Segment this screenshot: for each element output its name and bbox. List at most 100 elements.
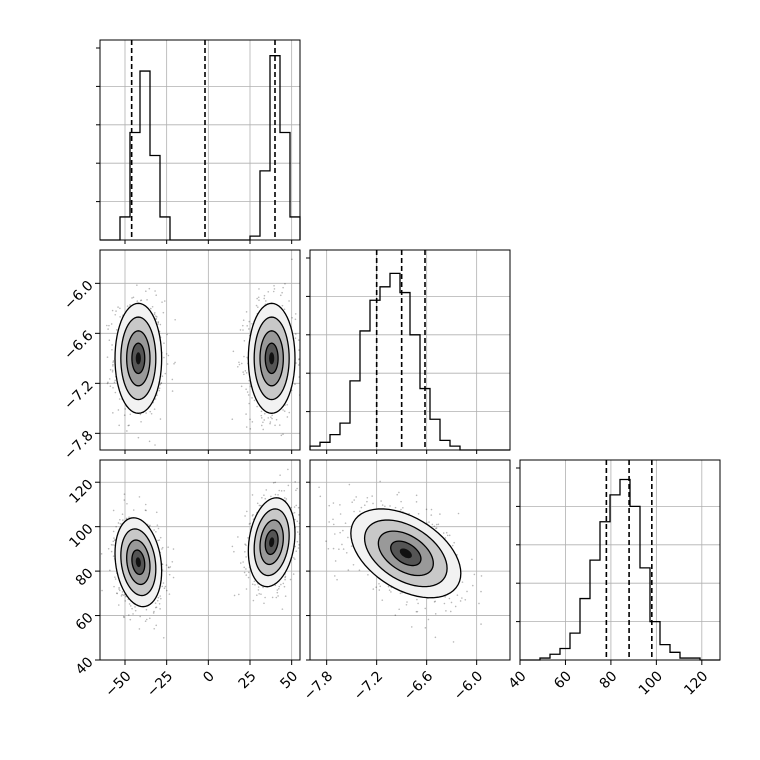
sample-point: [245, 588, 248, 590]
sample-point: [283, 308, 286, 311]
sample-point: [145, 618, 148, 621]
sample-point: [153, 529, 155, 531]
sample-point: [402, 506, 404, 509]
sample-point: [126, 430, 128, 432]
sample-point: [278, 585, 281, 588]
sample-point: [156, 524, 159, 526]
sample-point: [111, 370, 114, 373]
sample-point: [136, 284, 138, 286]
sample-point: [111, 309, 114, 312]
sample-point: [297, 506, 300, 509]
sample-point: [445, 610, 447, 612]
sample-point: [243, 566, 246, 569]
sample-point: [381, 504, 384, 506]
contour-line: [377, 530, 434, 577]
sample-point: [134, 606, 136, 608]
sample-point: [328, 504, 330, 507]
sample-point: [258, 592, 261, 595]
sample-point: [287, 468, 289, 471]
sample-point: [237, 536, 239, 538]
sample-point: [253, 399, 256, 402]
sample-point: [109, 368, 112, 371]
sample-point: [119, 479, 121, 481]
sample-point: [417, 512, 420, 515]
sample-point: [445, 531, 448, 534]
sample-point: [290, 506, 292, 509]
sample-point: [263, 419, 266, 421]
sample-point: [417, 602, 419, 605]
sample-point: [155, 530, 157, 533]
sample-point: [273, 288, 276, 290]
sample-point: [257, 589, 260, 591]
sample-point: [405, 603, 408, 606]
sample-point: [160, 597, 162, 600]
sample-point: [415, 501, 418, 503]
sample-point: [154, 444, 156, 446]
density-fill: [135, 557, 141, 568]
sample-point: [165, 353, 168, 355]
sample-point: [398, 491, 400, 494]
sample-point: [257, 586, 260, 588]
sample-point: [121, 591, 124, 593]
sample-point: [144, 509, 147, 511]
sample-point: [446, 534, 449, 537]
sample-point: [243, 571, 246, 574]
sample-point: [109, 569, 111, 572]
sample-point: [168, 593, 171, 595]
sample-point: [272, 290, 275, 293]
sample-point: [247, 394, 250, 396]
sample-point: [291, 316, 293, 319]
sample-point: [260, 410, 263, 413]
sample-point: [270, 495, 272, 498]
sample-point: [276, 589, 279, 591]
sample-point: [157, 539, 159, 542]
x-tick-label: −25: [144, 668, 176, 700]
sample-point: [240, 362, 243, 365]
sample-point: [406, 601, 408, 603]
sample-point: [110, 543, 113, 546]
sample-point: [169, 566, 172, 568]
sample-point: [433, 601, 436, 603]
sample-point: [114, 539, 116, 542]
sample-point: [116, 592, 118, 595]
sample-point: [278, 489, 281, 492]
sample-point: [110, 550, 113, 553]
sample-point: [332, 523, 335, 526]
sample-point: [119, 518, 121, 521]
sample-point: [117, 522, 120, 524]
sample-point: [294, 481, 296, 483]
y-tick-label: −6.0: [61, 278, 96, 313]
x-tick-label: 40: [506, 668, 530, 692]
sample-point: [431, 523, 434, 526]
sample-point: [325, 540, 327, 543]
sample-point: [159, 536, 162, 539]
sample-point: [275, 418, 278, 421]
sample-point: [145, 412, 147, 414]
sample-point: [434, 600, 436, 603]
sample-point: [114, 578, 117, 580]
sample-point: [280, 434, 283, 437]
sample-point: [253, 580, 256, 583]
sample-point: [258, 288, 260, 290]
sample-point: [161, 548, 163, 550]
sample-point: [296, 531, 299, 533]
sample-point: [132, 613, 134, 615]
sample-point: [138, 628, 141, 630]
sample-point: [279, 294, 282, 297]
sample-point: [132, 296, 135, 299]
sample-point: [267, 417, 270, 419]
sample-point: [260, 417, 263, 419]
sample-point: [415, 610, 418, 613]
sample-point: [112, 361, 114, 363]
sample-point: [248, 320, 251, 323]
sample-point: [154, 290, 156, 292]
sample-point: [120, 595, 123, 597]
sample-point: [461, 597, 463, 599]
sample-point: [118, 398, 121, 400]
sample-point: [254, 584, 256, 586]
sample-point: [388, 589, 391, 591]
sample-point: [129, 605, 132, 607]
y-tick-label: 40: [73, 654, 97, 678]
sample-point: [371, 495, 373, 497]
